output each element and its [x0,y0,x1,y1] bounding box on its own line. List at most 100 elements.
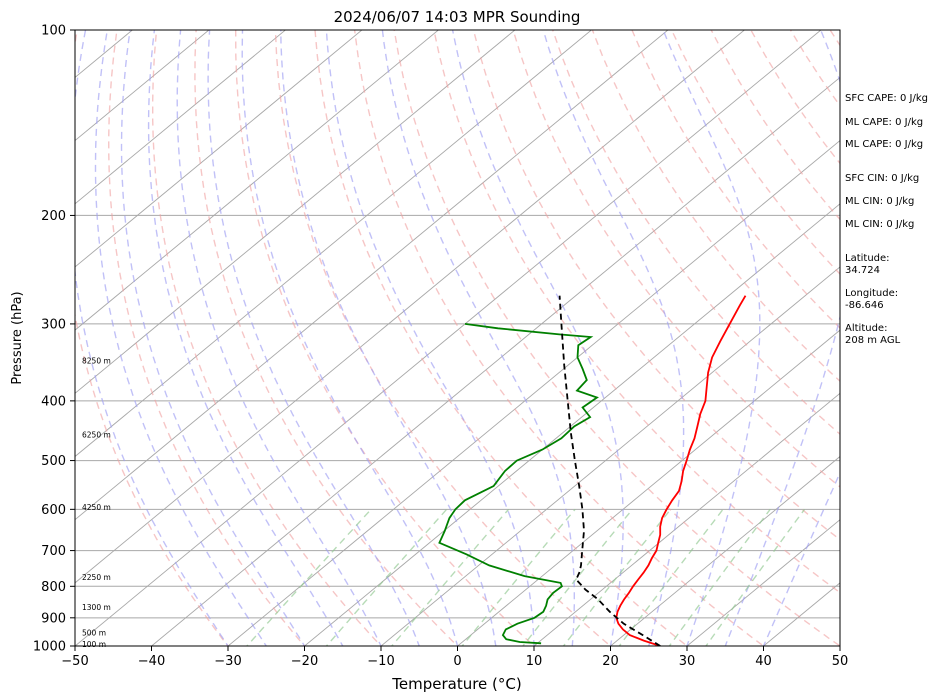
y-tick-label: 100 [41,24,66,39]
moist-adiabat [241,30,459,646]
dry-adiabat [274,30,612,646]
dry-adiabat [591,30,840,383]
y-tick-label: 700 [41,544,66,559]
dry-adiabat [353,30,765,646]
mixing-ratio-line [245,508,372,646]
moist-adiabat [724,30,840,646]
dewpoint-profile [438,323,599,645]
isotherm [75,30,669,521]
stat-text: Latitude: 34.724 [845,253,890,276]
isotherm [686,519,840,646]
moist-adiabat [280,30,497,646]
mixing-ratio-line [668,508,771,646]
x-tick-label: 50 [832,654,849,669]
height-label: 6250 m [82,430,111,439]
stat-text: SFC CIN: 0 J/kg [845,173,920,184]
height-label: 2250 m [82,573,111,582]
height-label: 1300 m [82,603,111,612]
x-tick-label: −30 [214,654,241,669]
stat-text: ML CIN: 0 J/kg [845,219,915,230]
stat-text: ML CAPE: 0 J/kg [845,117,924,128]
isotherm [75,30,593,458]
isotherm [75,30,210,142]
dry-adiabat [512,30,840,488]
moist-adiabat [94,30,268,646]
isotherm [75,30,363,268]
stat-text: Altitude: 208 m AGL [845,323,901,346]
x-tick-label: −10 [367,654,394,669]
isotherm [75,30,516,394]
dry-adiabat [75,30,229,646]
y-tick-label: 900 [41,611,66,626]
isotherm [609,455,840,646]
isotherm [303,203,840,646]
moist-adiabat [176,30,382,646]
dry-adiabat [107,30,306,646]
stat-text: ML CAPE: 0 J/kg [845,139,924,150]
height-label: 100 m [82,640,106,649]
plot-frame [74,29,841,647]
parcel-profile [558,295,661,646]
x-tick-label: 30 [679,654,696,669]
mixing-ratio-line [390,508,510,646]
x-tick-label: 40 [755,654,772,669]
chart-title: 2024/06/07 14:03 MPR Sounding [334,8,581,26]
height-label: 4250 m [82,503,111,512]
isotherm [456,329,840,646]
x-tick-label: 20 [602,654,619,669]
isotherm [75,30,440,331]
isotherm [75,30,287,205]
temperature-profile [615,295,747,646]
moist-adiabat [120,30,306,646]
isotherm [227,140,840,646]
stat-text: Longitude: -86.646 [845,288,899,311]
moist-adiabat [207,30,421,646]
isotherm [380,266,840,646]
dry-adiabat [472,30,840,541]
plot-area: 100 m 500 m 1300 m 2250 m 4250 m 6250 m 8250 m… [33,24,849,670]
dry-adiabat [152,30,382,646]
mixing-ratio-line [325,508,448,646]
moist-adiabat [662,30,761,646]
moist-adiabat [542,30,685,646]
x-tick-label: −20 [291,654,318,669]
plot-clip-group [75,30,840,646]
y-tick-label: 800 [41,580,66,595]
isotherm [75,30,746,584]
moist-adiabat [75,30,229,646]
mixing-ratio-line [705,508,806,646]
stat-text: ML CIN: 0 J/kg [845,196,915,207]
dry-adiabat [393,30,840,646]
y-tick-label: 400 [41,394,66,409]
sounding-stats-panel: SFC CAPE: 0 J/kg ML CAPE: 0 J/kg ML CAPE: … [845,0,947,700]
height-label: 500 m [82,629,106,638]
dry-adiabat [235,30,536,646]
x-tick-label: 10 [526,654,543,669]
dry-adiabat [631,30,840,329]
isotherm [75,30,822,646]
y-tick-label: 500 [41,454,66,469]
moist-adiabat [451,30,624,646]
x-axis-label: Temperature (°C) [391,675,521,693]
x-tick-label: 0 [453,654,461,669]
moist-adiabat [147,30,344,646]
x-tick-label: −50 [61,654,88,669]
mixing-ratio-line [618,508,724,646]
dry-adiabat [194,30,459,646]
dry-adiabat [433,30,840,594]
dry-adiabat [314,30,689,646]
y-tick-label: 1000 [33,640,66,655]
height-label: 8250 m [82,356,111,365]
mixing-ratio-line [562,508,672,646]
moist-adiabat [325,30,535,646]
stat-text: SFC CAPE: 0 J/kg [845,93,928,104]
x-tick-label: −40 [138,654,165,669]
mixing-ratio-line [461,508,576,646]
moist-adiabat [762,471,840,646]
mixing-ratio-line [522,508,633,646]
y-tick-label: 600 [41,503,66,518]
y-axis-label: Pressure (hPa) [10,291,25,384]
y-tick-label: 300 [41,317,66,332]
isotherm [150,76,840,646]
